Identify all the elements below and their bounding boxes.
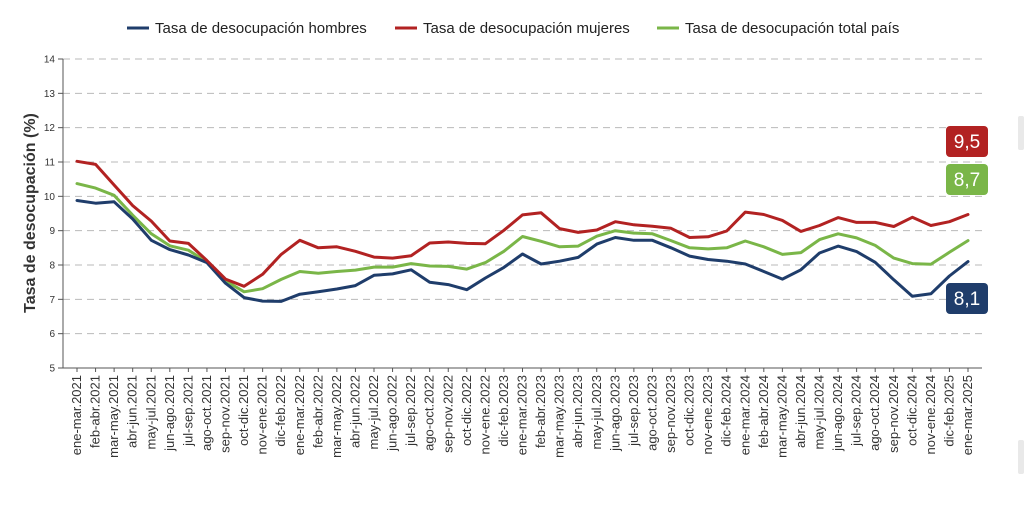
x-tick-label: jun-ago.2024 bbox=[830, 375, 845, 452]
end-label-hombres: 8,1 bbox=[954, 289, 980, 310]
x-tick-label: nov-ene.2024 bbox=[923, 375, 938, 455]
x-tick-label: jun-ago.2021 bbox=[162, 375, 177, 452]
x-tick-label: ene-mar.2024 bbox=[737, 375, 752, 455]
end-badge-hombres bbox=[946, 283, 988, 314]
legend-item-hombres: Tasa de desocupación hombres bbox=[127, 20, 367, 37]
x-tick-label: feb-abr.2021 bbox=[88, 375, 103, 448]
y-tick-label: 13 bbox=[44, 89, 56, 100]
x-tick-label: ene-mar.2025 bbox=[960, 375, 975, 455]
x-tick-label: mar-may.2023 bbox=[552, 375, 567, 458]
axes bbox=[62, 59, 982, 369]
y-tick-label: 6 bbox=[49, 329, 55, 340]
legend-item-total: Tasa de desocupación total país bbox=[657, 20, 899, 37]
x-tick-label: ago-oct.2022 bbox=[422, 375, 437, 451]
legend-label-total: Tasa de desocupación total país bbox=[685, 20, 899, 37]
x-tick-label: ago-oct.2024 bbox=[867, 375, 882, 451]
y-tick-label: 10 bbox=[44, 192, 56, 203]
x-tick-label: sep-nov.2022 bbox=[440, 375, 455, 453]
x-tick-label: jul-sep.2022 bbox=[403, 375, 418, 447]
x-tick-label: oct-dic.2022 bbox=[459, 375, 474, 446]
x-tick-label: mar-may.2022 bbox=[329, 375, 344, 458]
x-tick-label: ago-oct.2021 bbox=[199, 375, 214, 451]
side-chip-top bbox=[1018, 116, 1024, 150]
x-tick-label: dic-feb.2022 bbox=[273, 375, 288, 447]
x-tick-label: nov-ene.2023 bbox=[700, 375, 715, 455]
y-axis-ticks: 5 6 7 8 9 10 11 12 13 14 bbox=[44, 55, 63, 375]
x-tick-label: ene-mar.2021 bbox=[69, 375, 84, 455]
legend-item-mujeres: Tasa de desocupación mujeres bbox=[395, 20, 630, 37]
x-tick-label: abr-jun.2022 bbox=[347, 375, 362, 448]
x-tick-label: may-jul.2021 bbox=[143, 375, 158, 449]
x-tick-label: oct-dic.2021 bbox=[236, 375, 251, 446]
y-axis-label: Tasa de desocupación (%) bbox=[22, 113, 39, 313]
x-tick-label: jul-sep.2024 bbox=[849, 375, 864, 447]
x-tick-label: nov-ene.2021 bbox=[255, 375, 270, 455]
end-label-mujeres: 9,5 bbox=[954, 132, 980, 153]
end-label-total: 8,7 bbox=[954, 170, 980, 191]
legend-label-hombres: Tasa de desocupación hombres bbox=[155, 20, 367, 37]
end-badge-mujeres bbox=[946, 126, 988, 157]
series-lines bbox=[75, 159, 970, 303]
x-tick-label: abr-jun.2023 bbox=[570, 375, 585, 448]
series-line-hombres bbox=[75, 199, 970, 303]
x-tick-label: feb-abr.2023 bbox=[533, 375, 548, 448]
x-tick-label: dic-feb.2024 bbox=[719, 375, 734, 447]
x-tick-label: mar-may.2021 bbox=[106, 375, 121, 458]
x-tick-label: jun-ago.2022 bbox=[385, 375, 400, 452]
x-tick-label: sep-nov.2024 bbox=[886, 375, 901, 453]
x-tick-label: ene-mar.2022 bbox=[292, 375, 307, 455]
x-axis-ticks: ene-mar.2021 feb-abr.2021 mar-may.2021 abr-… bbox=[69, 368, 975, 458]
x-tick-label: may-jul.2022 bbox=[366, 375, 381, 449]
x-tick-label: dic-feb.2025 bbox=[941, 375, 956, 447]
x-tick-label: mar-may.2024 bbox=[774, 375, 789, 458]
x-tick-label: dic-feb.2023 bbox=[496, 375, 511, 447]
legend: Tasa de desocupación hombres Tasa de des… bbox=[127, 20, 899, 37]
x-tick-label: may-jul.2023 bbox=[589, 375, 604, 449]
x-tick-label: sep-nov.2023 bbox=[663, 375, 678, 453]
x-tick-label: jul-sep.2021 bbox=[180, 375, 195, 447]
x-tick-label: nov-ene.2022 bbox=[477, 375, 492, 455]
y-tick-label: 5 bbox=[49, 364, 55, 375]
y-tick-label: 8 bbox=[49, 261, 55, 272]
y-tick-label: 14 bbox=[44, 55, 56, 66]
series-line-mujeres bbox=[75, 159, 970, 288]
x-tick-label: ene-mar.2023 bbox=[515, 375, 530, 455]
x-tick-label: ago-oct.2023 bbox=[644, 375, 659, 451]
x-tick-label: feb-abr.2024 bbox=[756, 375, 771, 448]
x-tick-label: feb-abr.2022 bbox=[310, 375, 325, 448]
x-tick-label: may-jul.2024 bbox=[812, 375, 827, 449]
x-tick-label: oct-dic.2024 bbox=[904, 375, 919, 446]
y-tick-label: 11 bbox=[45, 158, 56, 169]
x-tick-label: jun-ago.2023 bbox=[607, 375, 622, 452]
series-line-total bbox=[75, 182, 970, 294]
y-tick-label: 7 bbox=[49, 295, 55, 306]
x-tick-label: oct-dic.2023 bbox=[682, 375, 697, 446]
gridlines bbox=[63, 58, 982, 335]
y-tick-label: 12 bbox=[44, 123, 56, 134]
x-tick-label: sep-nov.2021 bbox=[218, 375, 233, 453]
end-labels: 8,1 9,5 8,7 bbox=[946, 126, 988, 314]
x-tick-label: abr-jun.2021 bbox=[125, 375, 140, 448]
y-tick-label: 9 bbox=[49, 226, 55, 237]
x-tick-label: abr-jun.2024 bbox=[793, 375, 808, 448]
side-chip-bottom bbox=[1018, 440, 1024, 474]
legend-label-mujeres: Tasa de desocupación mujeres bbox=[423, 20, 630, 37]
x-tick-label: jul-sep.2023 bbox=[626, 375, 641, 447]
end-badge-total bbox=[946, 164, 988, 195]
